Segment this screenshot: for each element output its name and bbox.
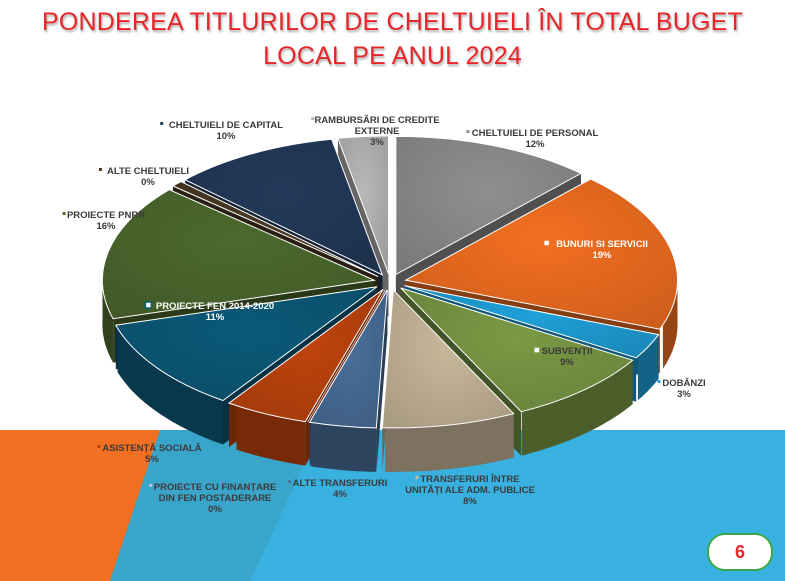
pie-slice-ramburs-ri-de-credite-externe bbox=[337, 135, 390, 275]
slice-label-name-12-0: RAMBURSĂRI DE CREDITE bbox=[314, 115, 439, 126]
pie-slice-asisten-social- bbox=[227, 288, 384, 423]
slice-label-value-11: 10% bbox=[216, 131, 236, 142]
slice-side-2-0 bbox=[637, 334, 659, 401]
slice-side-1-0 bbox=[662, 277, 678, 369]
legend-marker-1 bbox=[542, 239, 551, 247]
pie-slice-proiecte-fen-2014-2020 bbox=[115, 286, 378, 402]
slice-side-5-0 bbox=[310, 422, 377, 472]
pie-slice-dob-nzi bbox=[404, 285, 660, 359]
slice-label-value-12: 3% bbox=[370, 137, 384, 148]
pie-slice-proiecte-pnrr bbox=[101, 189, 377, 320]
slice-label-name-11-0: CHELTUIELI DE CAPITAL bbox=[169, 120, 283, 131]
slice-label-name-9-0: PROIECTE PNRR bbox=[67, 210, 145, 221]
page-number: 6 bbox=[707, 533, 773, 571]
slice-label-value-7: 5% bbox=[145, 454, 159, 465]
slice-label-name-4-0: TRANSFERURI ÎNTRE bbox=[420, 473, 519, 485]
slice-label-name-12-1: EXTERNE bbox=[355, 126, 400, 137]
slice-label-name-8-0: PROIECTE FEN 2014-2020 bbox=[156, 301, 274, 312]
legend-marker-12 bbox=[311, 117, 315, 120]
slice-label-name-10-0: ALTE CHELTUIELI bbox=[107, 166, 189, 177]
slice-label-name-0-0: CHELTUIELI DE PERSONAL bbox=[472, 128, 599, 139]
pie-slice-cheltuieli-de-personal bbox=[395, 135, 583, 276]
slice-side-9-0 bbox=[102, 275, 114, 363]
legend-marker-0 bbox=[466, 130, 470, 133]
legend-marker-2 bbox=[657, 380, 661, 383]
pie-slice-proiecte-cu-finan-are-din-fen-postaderare bbox=[307, 289, 386, 423]
pie-slice-alte-transferuri bbox=[308, 289, 388, 429]
slice-label-value-2: 3% bbox=[677, 389, 691, 400]
chart-title-line-1: PONDEREA TITLURILOR DE CHELTUIELI ÎN TOT… bbox=[42, 8, 743, 36]
legend-marker-10 bbox=[99, 168, 102, 171]
chart-title-line-2: LOCAL PE ANUL 2024 bbox=[263, 42, 522, 70]
slice-label-value-4: 8% bbox=[463, 496, 477, 507]
slice-label-value-6: 0% bbox=[208, 504, 222, 515]
slice-side-7-0 bbox=[236, 405, 306, 466]
slice-label-value-5: 4% bbox=[333, 489, 347, 500]
pie-slice-cheltuieli-de-capital bbox=[183, 138, 384, 276]
slice-label-value-0: 12% bbox=[525, 139, 545, 150]
slice-label-name-4-1: UNITĂȚI ALE ADM. PUBLICE bbox=[405, 485, 535, 496]
slice-label-name-3-0: SUBVENȚII bbox=[542, 346, 593, 357]
legend-marker-4 bbox=[415, 476, 419, 479]
slice-label-name-1-0: BUNURI SI SERVICII bbox=[556, 239, 648, 250]
slice-label-name-7-0: ASISTENȚĂ SOCIALĂ bbox=[102, 443, 201, 454]
slice-label-value-3: 9% bbox=[560, 357, 574, 368]
pie-slice-alte-cheltuieli bbox=[171, 180, 379, 277]
legend-marker-8 bbox=[144, 301, 153, 309]
slice-label-value-9: 16% bbox=[96, 221, 116, 232]
legend-marker-9 bbox=[62, 212, 66, 215]
slice-label-name-2-0: DOBÂNZI bbox=[662, 377, 705, 389]
slice-side-3-0 bbox=[521, 360, 633, 456]
slice-label-value-1: 19% bbox=[592, 250, 612, 261]
legend-marker-3 bbox=[533, 346, 541, 354]
legend-marker-11 bbox=[160, 122, 164, 125]
legend-marker-7 bbox=[97, 445, 101, 448]
pie-slice-transferuri-ntre-unit-i-ale-adm-publice bbox=[381, 288, 515, 429]
slice-label-name-6-1: DIN FEN POSTADERARE bbox=[159, 493, 272, 504]
slice-side-8-0 bbox=[117, 328, 223, 445]
slice-label-name-6-0: PROIECTE CU FINANȚARE bbox=[154, 482, 276, 493]
slice-label-value-8: 11% bbox=[206, 312, 225, 323]
legend-marker-6 bbox=[149, 484, 153, 487]
slice-side-4-0 bbox=[385, 413, 514, 472]
legend-marker-5 bbox=[288, 480, 292, 483]
pie-slice-bunuri-si-servicii bbox=[404, 178, 678, 330]
slice-label-name-5-0: ALTE TRANSFERURI bbox=[293, 478, 388, 489]
slice-label-value-10: 0% bbox=[141, 177, 155, 188]
pie-slice-subven-ii bbox=[400, 287, 634, 413]
